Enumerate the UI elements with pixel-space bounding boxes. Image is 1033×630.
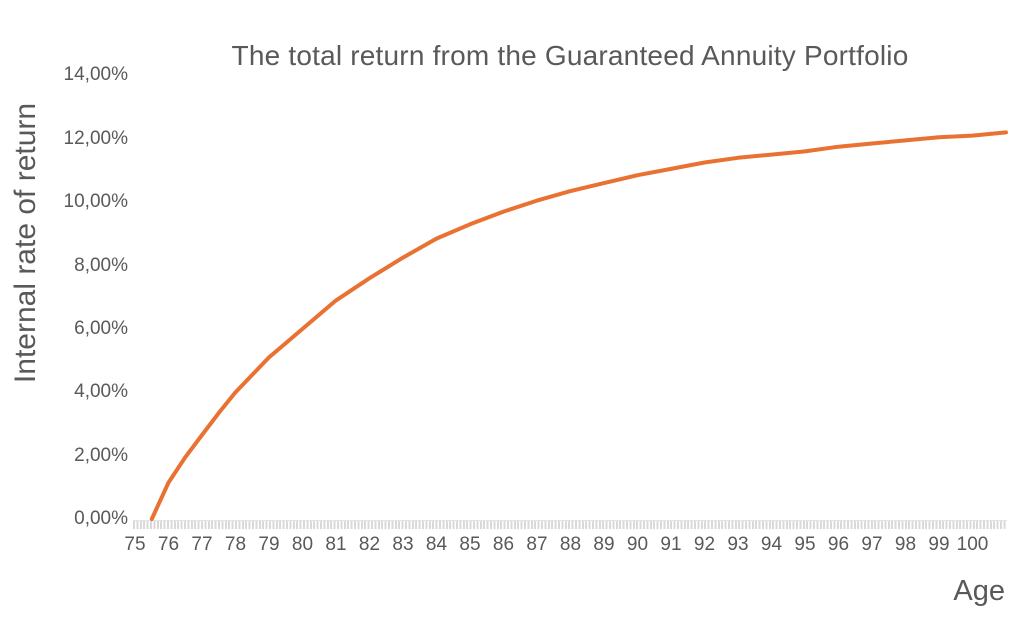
x-tick-label: 96	[827, 534, 850, 555]
y-tick-label: 14,00%	[63, 64, 128, 86]
x-tick-label: 75	[124, 534, 146, 555]
line-series-internal-rate-of-return	[149, 130, 1008, 521]
y-tick-label: 10,00%	[63, 191, 128, 213]
y-tick-label: 0,00%	[74, 508, 128, 529]
x-tick-label: 97	[861, 534, 883, 555]
x-tick-label: 91	[660, 534, 682, 555]
x-tick-label: 94	[760, 534, 783, 555]
x-tick-label: 85	[459, 534, 481, 555]
x-tick-label: 100	[956, 534, 989, 555]
x-tick-label: 88	[559, 534, 582, 555]
x-tick-label: 76	[157, 534, 180, 555]
x-tick-label: 80	[291, 534, 314, 555]
y-tick-label: 12,00%	[63, 127, 128, 149]
x-tick-label: 92	[693, 534, 716, 555]
x-tick-label: 84	[425, 534, 448, 555]
x-tick-label: 81	[325, 534, 347, 555]
y-tick-label: 8,00%	[74, 254, 128, 276]
y-tick-label: 2,00%	[74, 444, 128, 466]
x-tick-label: 93	[727, 534, 749, 555]
x-tick-label: 82	[358, 534, 381, 555]
x-tick-label: 99	[928, 534, 950, 555]
x-axis-tick-marks	[133, 520, 1007, 529]
x-tick-label: 78	[224, 534, 247, 555]
x-tick-label: 89	[593, 534, 615, 555]
x-tick-label: 87	[526, 534, 548, 555]
y-tick-label: 4,00%	[74, 381, 128, 403]
x-tick-label: 98	[894, 534, 917, 555]
x-tick-label: 83	[392, 534, 414, 555]
chart-title: The total return from the Guaranteed Ann…	[231, 40, 909, 71]
y-tick-label: 6,00%	[74, 317, 128, 339]
x-tick-label: 79	[258, 534, 280, 555]
x-axis-title: Age	[953, 575, 1005, 607]
x-tick-label: 77	[191, 534, 213, 555]
x-tick-label: 90	[626, 534, 649, 555]
x-tick-label: 86	[492, 534, 515, 555]
x-tick-label: 95	[794, 534, 816, 555]
